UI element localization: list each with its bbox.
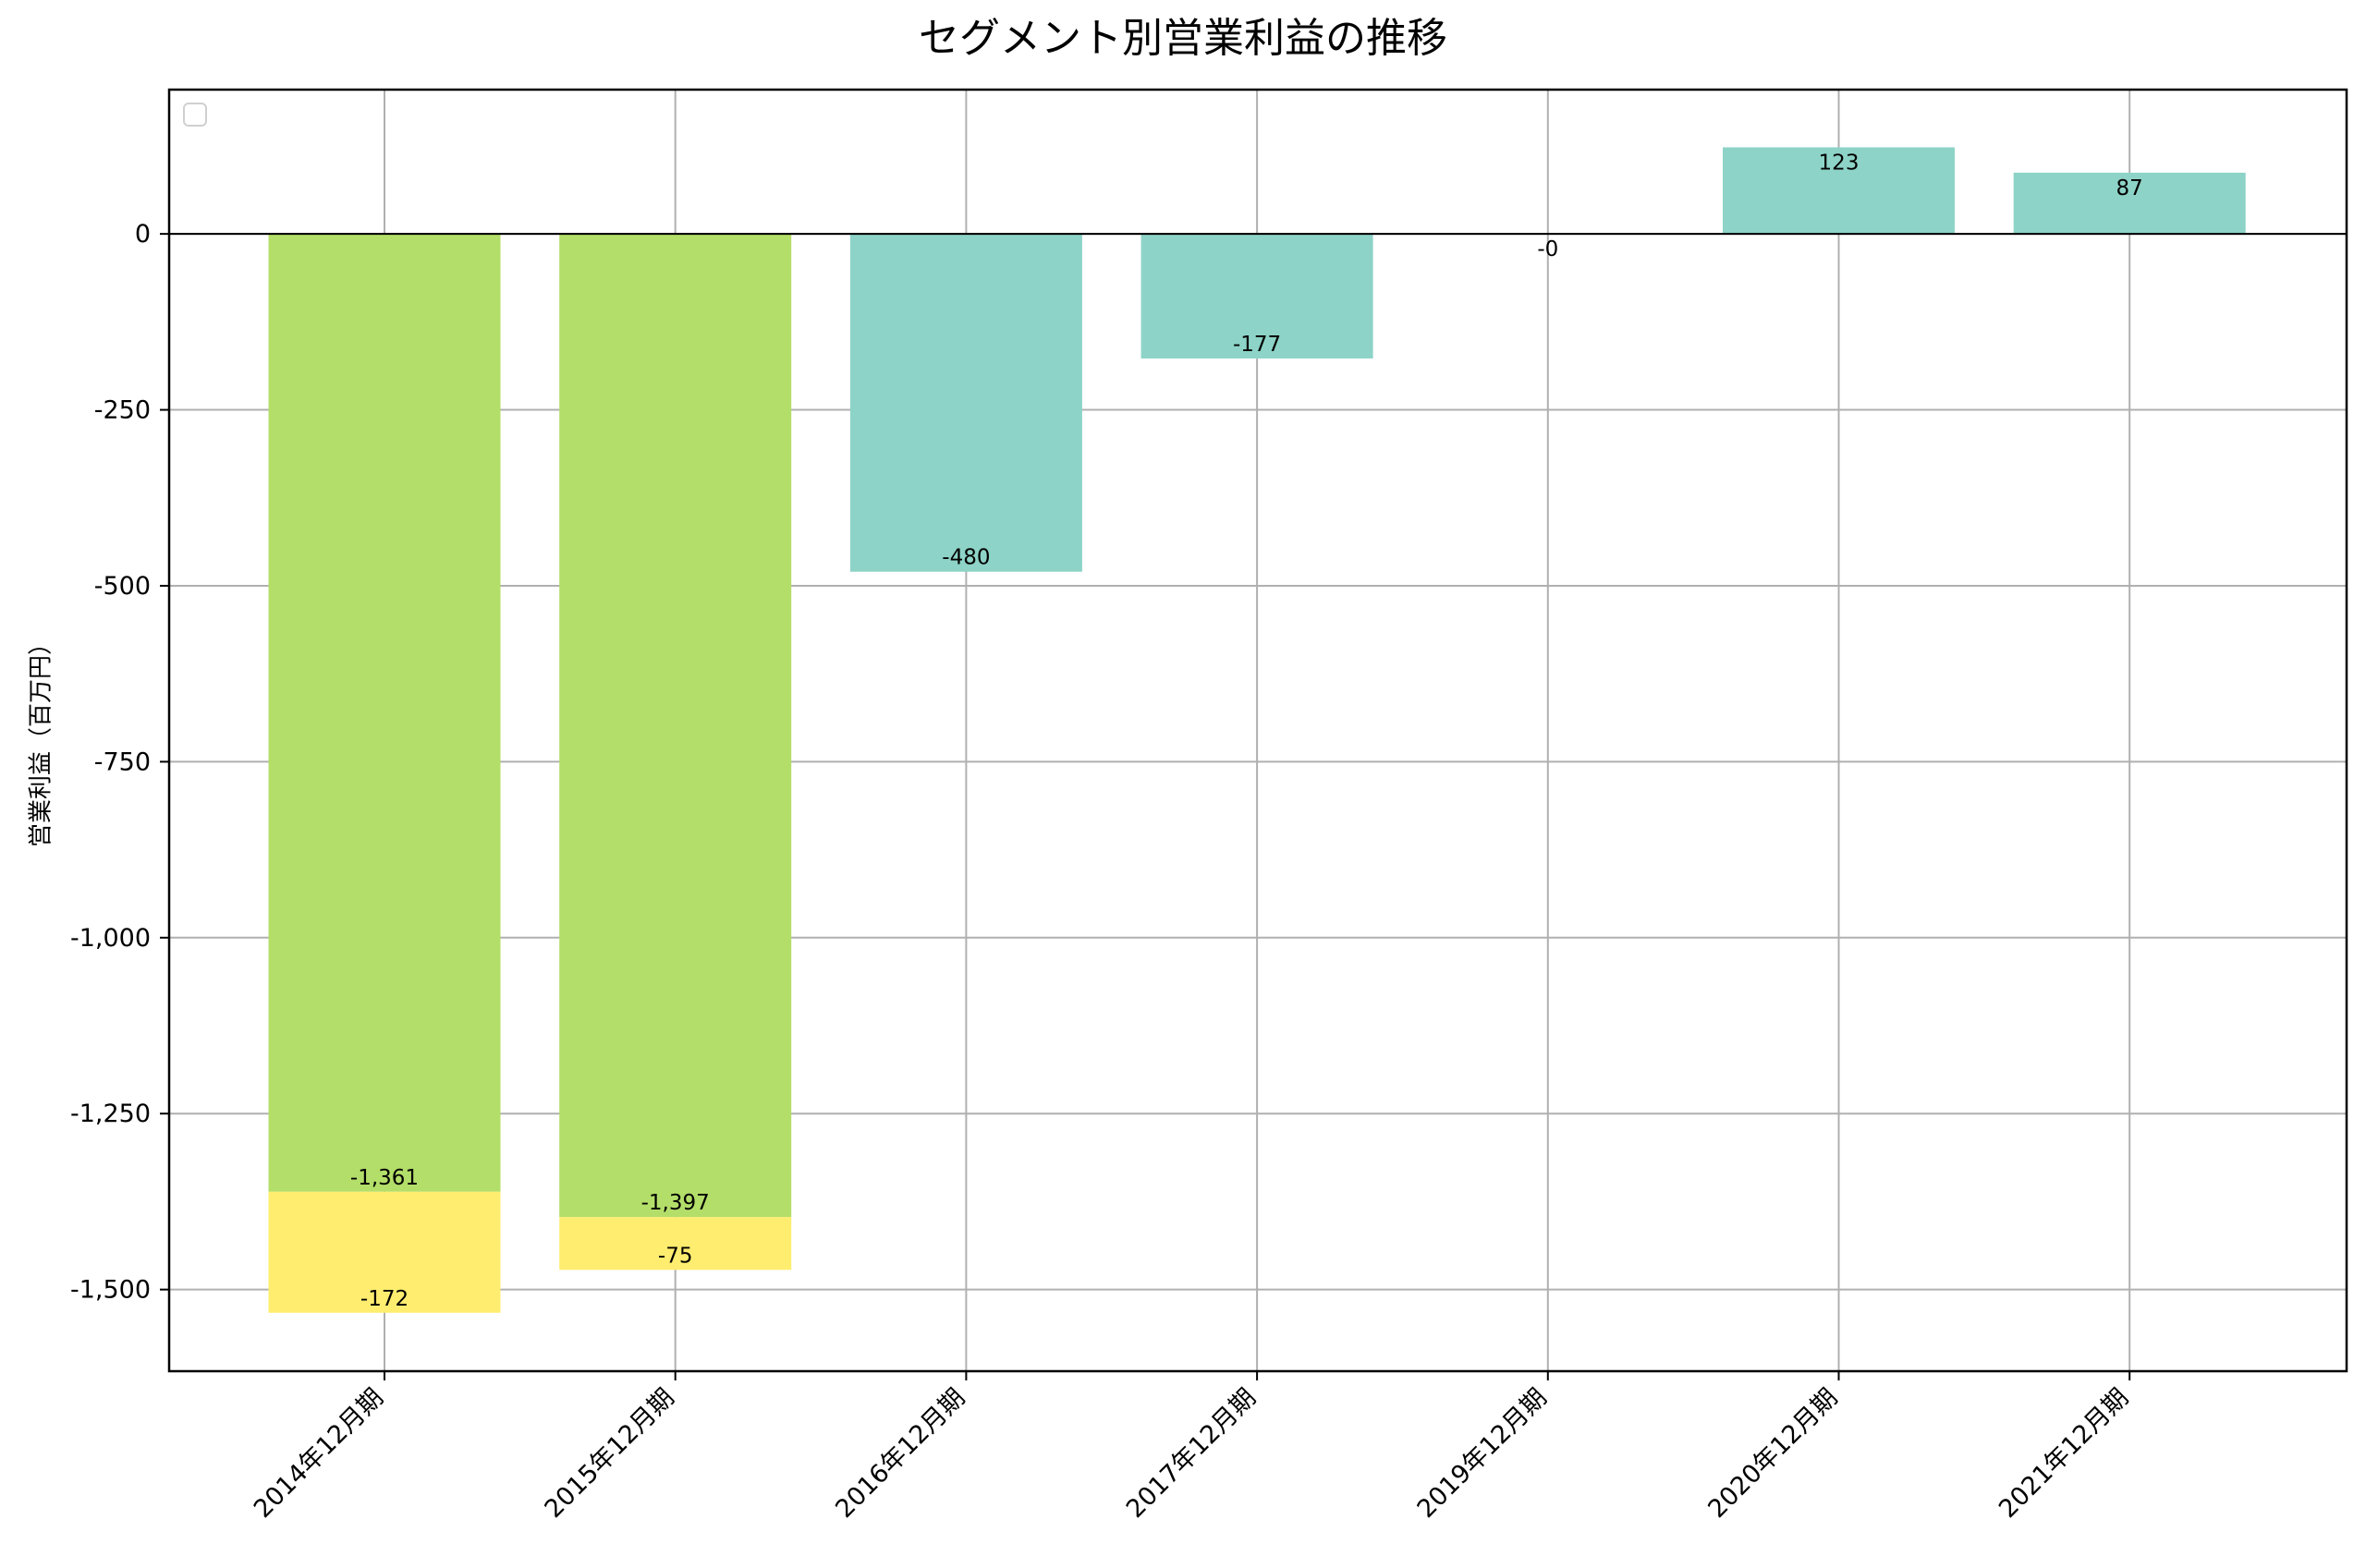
bar-segment-yellow: [559, 1217, 792, 1270]
x-tick-label: 2020年12月期: [1702, 1383, 1843, 1524]
y-axis-ticks: 0 -250 -500 -750 -1,000 -1,250 -1,500: [70, 220, 169, 1305]
x-tick-label: 2019年12月期: [1412, 1383, 1553, 1524]
x-tick-label: 2021年12月期: [1994, 1383, 2134, 1524]
bars: [268, 147, 2246, 1313]
bar-segment-green: [559, 234, 792, 1218]
y-tick-label: -750: [94, 748, 151, 776]
y-tick-label: -500: [94, 572, 151, 601]
legend-box: [183, 103, 207, 127]
bar-value-label: -1,361: [350, 1166, 419, 1190]
x-axis-ticks: 2014年12月期 2015年12月期 2016年12月期 2017年12月期 2019…: [249, 1371, 2134, 1524]
bar-value-labels: -1,361 -1,397 -172 -75 -480 -177 -0 123 87: [350, 151, 2143, 1310]
bar-value-label: 123: [1819, 151, 1860, 175]
y-tick-label: 0: [135, 220, 151, 249]
x-tick-label: 2017年12月期: [1121, 1383, 1262, 1524]
bar-value-label: 87: [2116, 176, 2143, 201]
bar-value-label: -0: [1537, 237, 1558, 261]
bar-segment-yellow: [268, 1191, 501, 1313]
y-tick-label: -1,500: [70, 1276, 151, 1305]
chart-title: セグメント別営業利益の推移: [919, 15, 1447, 62]
bar-segment-teal: [1723, 147, 1955, 235]
y-tick-label: -250: [94, 396, 151, 425]
x-tick-label: 2016年12月期: [830, 1383, 970, 1524]
bar-segment-teal: [2013, 172, 2246, 235]
x-tick-label: 2015年12月期: [540, 1383, 680, 1524]
bar-value-label: -480: [942, 546, 990, 570]
y-tick-label: -1,000: [70, 924, 151, 953]
bar-segment-teal: [849, 234, 1082, 572]
bar-segment-green: [268, 234, 501, 1192]
x-tick-label: 2014年12月期: [249, 1383, 389, 1524]
bar-value-label: -172: [360, 1287, 409, 1311]
bar-value-label: -177: [1233, 333, 1281, 357]
bar-segment-teal: [1140, 234, 1373, 359]
bar-value-label: -1,397: [641, 1191, 710, 1215]
bar-value-label: -75: [658, 1244, 693, 1268]
y-tick-label: -1,250: [70, 1100, 151, 1128]
